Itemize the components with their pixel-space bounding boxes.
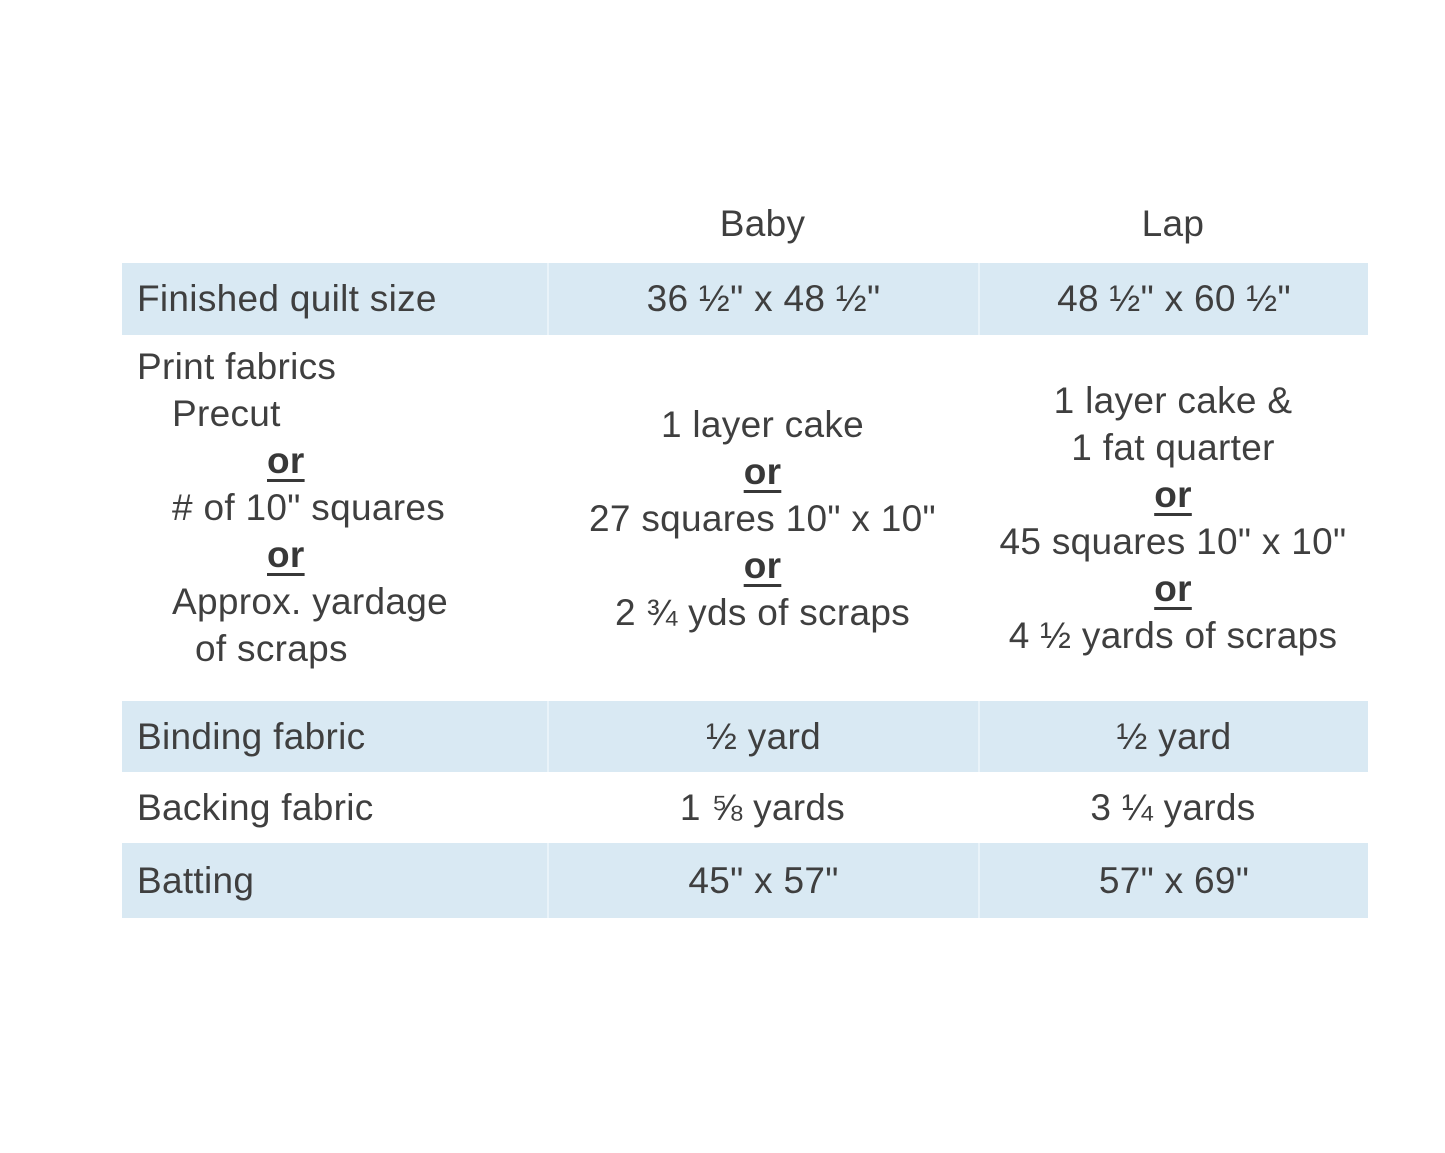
table-cell-line: or xyxy=(1154,568,1192,609)
table-cell-line: # of 10" squares xyxy=(172,487,445,528)
table-cell-line: or xyxy=(267,440,305,481)
table-cell-line: of scraps xyxy=(195,628,348,669)
binding-fabric-baby-value: ½ yard xyxy=(547,701,978,772)
table-cell-line: 45 squares 10" x 10" xyxy=(999,521,1347,562)
print-fabrics-baby-value: 1 layer cake or 27 squares 10" x 10" or 2 ¾ … xyxy=(547,335,978,701)
table-cell-line: 1 layer cake xyxy=(660,403,865,445)
table-cell-line: 1 fat quarter xyxy=(1071,427,1275,468)
batting-lap-value: 57" x 69" xyxy=(978,843,1368,918)
binding-fabric-label: Binding fabric xyxy=(122,701,547,772)
table-cell-line: 1 layer cake & xyxy=(1053,380,1293,421)
table-cell-line: 4 ½ yards of scraps xyxy=(1008,615,1338,656)
table-row-print-fabrics: Print fabrics Precut or # of 10" squares or A… xyxy=(122,335,1368,701)
table-cell-line: or xyxy=(743,544,782,586)
header-cell-baby: Baby xyxy=(719,203,806,244)
batting-label: Batting xyxy=(122,843,547,918)
print-fabrics-label: Print fabrics Precut or # of 10" squares or A… xyxy=(122,335,547,701)
table-cell-line: 27 squares 10" x 10" xyxy=(589,497,936,539)
backing-fabric-label: Backing fabric xyxy=(137,786,374,828)
table-row-batting: Batting 45" x 57" 57" x 69" xyxy=(122,843,1368,918)
table-cell-line: Print fabrics xyxy=(137,346,337,387)
print-fabrics-lap-value: 1 layer cake & 1 fat quarter or 45 squares … xyxy=(978,335,1368,701)
table-cell-line: 2 ¾ yds of scraps xyxy=(614,591,911,633)
table-cell-line: or xyxy=(743,450,782,492)
table-row-binding-fabric: Binding fabric ½ yard ½ yard xyxy=(122,701,1368,772)
header-cell-lap: Lap xyxy=(1141,203,1205,244)
finished-size-label: Finished quilt size xyxy=(122,263,547,335)
table-row-backing-fabric: Backing fabric 1 ⅝ yards 3 ¼ yards xyxy=(122,772,1368,843)
header-cell-empty xyxy=(122,185,547,263)
table-cell-line: or xyxy=(1154,474,1192,515)
table-header-row: Baby Lap xyxy=(122,185,1368,263)
batting-baby-value: 45" x 57" xyxy=(547,843,978,918)
table-cell-line: or xyxy=(267,534,305,575)
table-cell-line: Approx. yardage xyxy=(172,581,449,622)
finished-size-lap-value: 48 ½" x 60 ½" xyxy=(978,263,1368,335)
finished-size-baby-value: 36 ½" x 48 ½" xyxy=(547,263,978,335)
backing-fabric-lap-value: 3 ¼ yards xyxy=(1090,786,1256,828)
fabric-requirements-table: Baby Lap Finished quilt size 36 ½" x 48 … xyxy=(122,185,1368,918)
backing-fabric-baby-value: 1 ⅝ yards xyxy=(679,786,846,828)
table-cell-line: Precut xyxy=(172,393,281,434)
table-row-finished-quilt-size: Finished quilt size 36 ½" x 48 ½" 48 ½" … xyxy=(122,263,1368,335)
binding-fabric-lap-value: ½ yard xyxy=(978,701,1368,772)
